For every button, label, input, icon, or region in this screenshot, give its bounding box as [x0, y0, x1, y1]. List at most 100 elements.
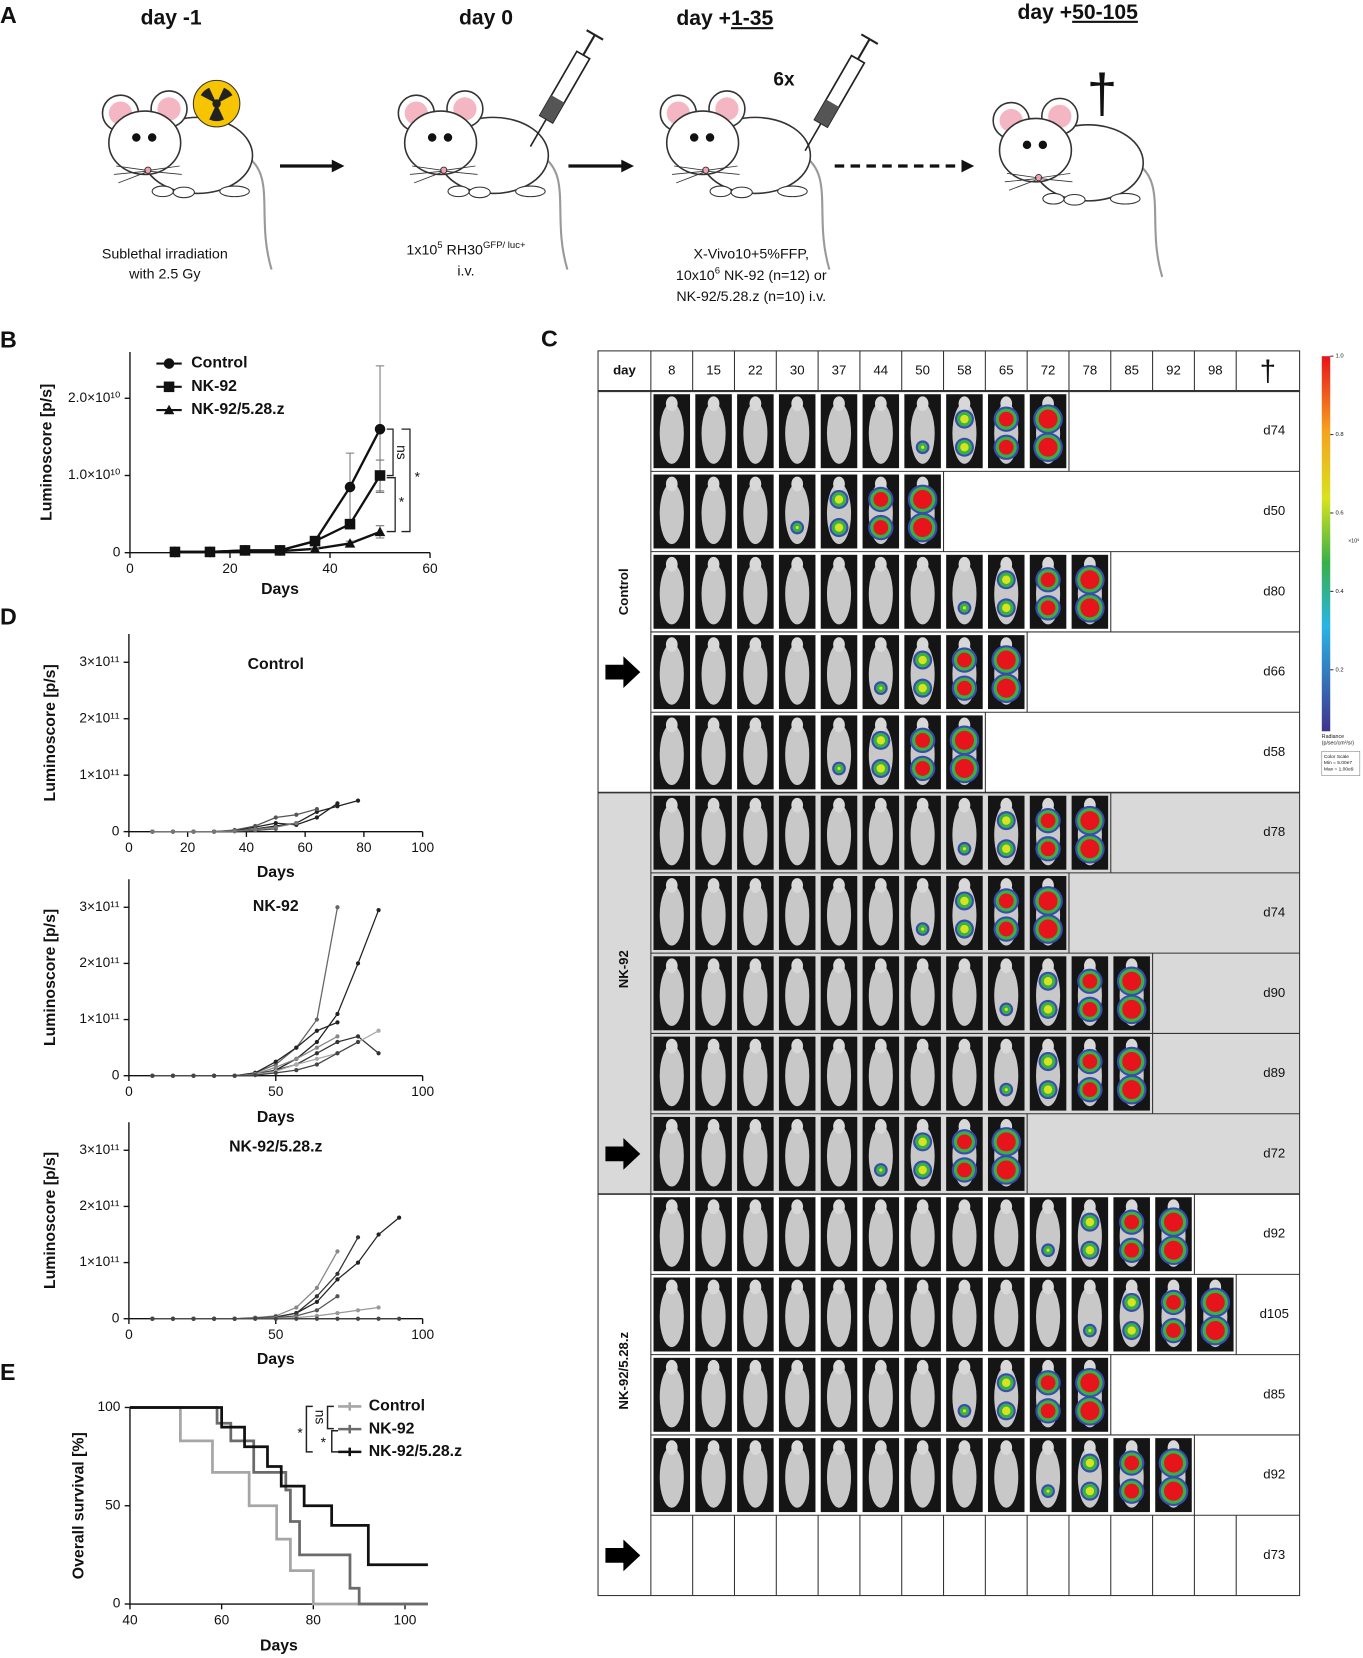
bli-signal: [1127, 1326, 1136, 1335]
data-point: [232, 1073, 237, 1078]
death-day: d92: [1263, 1467, 1285, 1482]
bli-mouse: [785, 1366, 810, 1428]
bli-mouse: [910, 884, 935, 946]
data-point: [150, 1316, 155, 1321]
bli-mouse: [958, 1199, 971, 1215]
bli-mouse: [833, 396, 845, 412]
bli-mouse: [701, 884, 726, 946]
bli-mouse: [785, 1125, 810, 1187]
data-point: [344, 538, 356, 548]
caption: 1x10: [406, 242, 437, 258]
bli-signal: [1124, 1214, 1140, 1230]
bli-signal: [1038, 891, 1058, 911]
bli-mouse: [1084, 1199, 1096, 1215]
bli-mouse: [868, 1045, 893, 1107]
bli-signal: [1043, 977, 1053, 986]
caption: 10x106 NK-92 (n=12) or: [676, 265, 827, 284]
bli-mouse: [749, 556, 762, 572]
bli-mouse: [833, 1440, 845, 1456]
data-point: [253, 1316, 258, 1321]
bli-mouse: [665, 1359, 678, 1375]
bli-mouse: [874, 1440, 887, 1456]
bli-mouse: [659, 1446, 684, 1508]
bli-mouse: [958, 958, 971, 974]
bli-mouse: [994, 1446, 1019, 1508]
data-point: [374, 526, 386, 537]
death-day: d73: [1263, 1547, 1285, 1562]
row-arrow: [605, 1539, 641, 1572]
bli-mouse: [868, 884, 893, 946]
data-line: [152, 909, 380, 1077]
bli-mouse: [707, 476, 720, 492]
bli-mouse: [833, 476, 845, 492]
bli-mouse: [707, 797, 720, 813]
bli-mouse: [833, 878, 845, 893]
death-day: d78: [1263, 824, 1285, 839]
bli-mouse: [785, 1205, 810, 1267]
bli-signal: [960, 896, 969, 906]
bli-mouse: [826, 723, 852, 786]
data-point: [273, 1065, 278, 1070]
bli-mouse: [791, 878, 804, 893]
bli-mouse: [826, 804, 852, 866]
caption: 1x105 RH30GFP/ luc+: [406, 240, 526, 259]
bli-mouse: [707, 1279, 720, 1295]
colorbar-scale: Min = 5.00e7: [1324, 760, 1353, 766]
x-tick-label: 60: [298, 840, 314, 855]
bli-mouse: [791, 556, 804, 572]
bli-mouse: [868, 1366, 893, 1428]
x-tick-label: 0: [125, 1084, 133, 1099]
arrow: [961, 159, 975, 173]
colorbar-tick-label: 0.4: [1336, 589, 1345, 595]
bli-signal: [1163, 1481, 1184, 1501]
bli-mouse: [958, 556, 971, 572]
bli-mouse: [749, 717, 762, 733]
bli-mouse: [833, 1199, 845, 1215]
x-tick-label: 100: [411, 1084, 434, 1099]
caption-sup: 5: [437, 240, 442, 251]
bli-signal: [1038, 409, 1058, 429]
bli-mouse: [749, 396, 762, 412]
data-point: [239, 545, 251, 556]
data-point: [294, 1062, 299, 1067]
bli-mouse: [707, 637, 720, 653]
bli-signal: [1166, 1323, 1181, 1338]
panel-letter: B: [0, 327, 17, 353]
bli-mouse: [952, 804, 977, 866]
bli-mouse: [665, 396, 678, 412]
data-point: [397, 1316, 402, 1321]
bli-mouse: [874, 717, 887, 733]
y-tick-label: 2×10¹¹: [79, 710, 119, 725]
x-tick-label: 0: [126, 561, 134, 576]
colorbar-tick-label: 0.8: [1336, 432, 1344, 438]
bli-mouse: [707, 878, 720, 893]
bli-mouse: [659, 884, 684, 946]
bli-mouse: [826, 563, 852, 625]
caption: with 2.5 Gy: [128, 267, 201, 283]
data-point: [344, 518, 356, 530]
bli-mouse: [659, 804, 684, 866]
data-point: [273, 825, 278, 830]
bli-mouse: [952, 1045, 977, 1107]
bli-mouse: [1077, 1286, 1102, 1348]
significance-label: *: [415, 469, 421, 484]
caption: i.v.: [457, 263, 474, 279]
data-point: [335, 1020, 340, 1025]
bli-mouse: [874, 1199, 887, 1215]
death-day: d80: [1263, 583, 1285, 598]
bli-signal: [1038, 919, 1058, 939]
bli-mouse: [910, 563, 935, 625]
mouse-icon: [101, 89, 273, 271]
death-day: d66: [1263, 664, 1285, 679]
bli-signal: [918, 683, 927, 693]
x-tick-label: 60: [214, 1613, 230, 1628]
significance-label: *: [297, 1426, 303, 1441]
bli-mouse: [749, 1119, 762, 1134]
y-tick-label: 0: [112, 1067, 120, 1082]
row-arrow: [605, 656, 641, 688]
bli-mouse: [826, 1286, 852, 1348]
data-point: [314, 1051, 320, 1056]
data-line: [152, 1035, 338, 1077]
bli-mouse: [952, 964, 977, 1026]
bli-mouse: [874, 1359, 887, 1375]
